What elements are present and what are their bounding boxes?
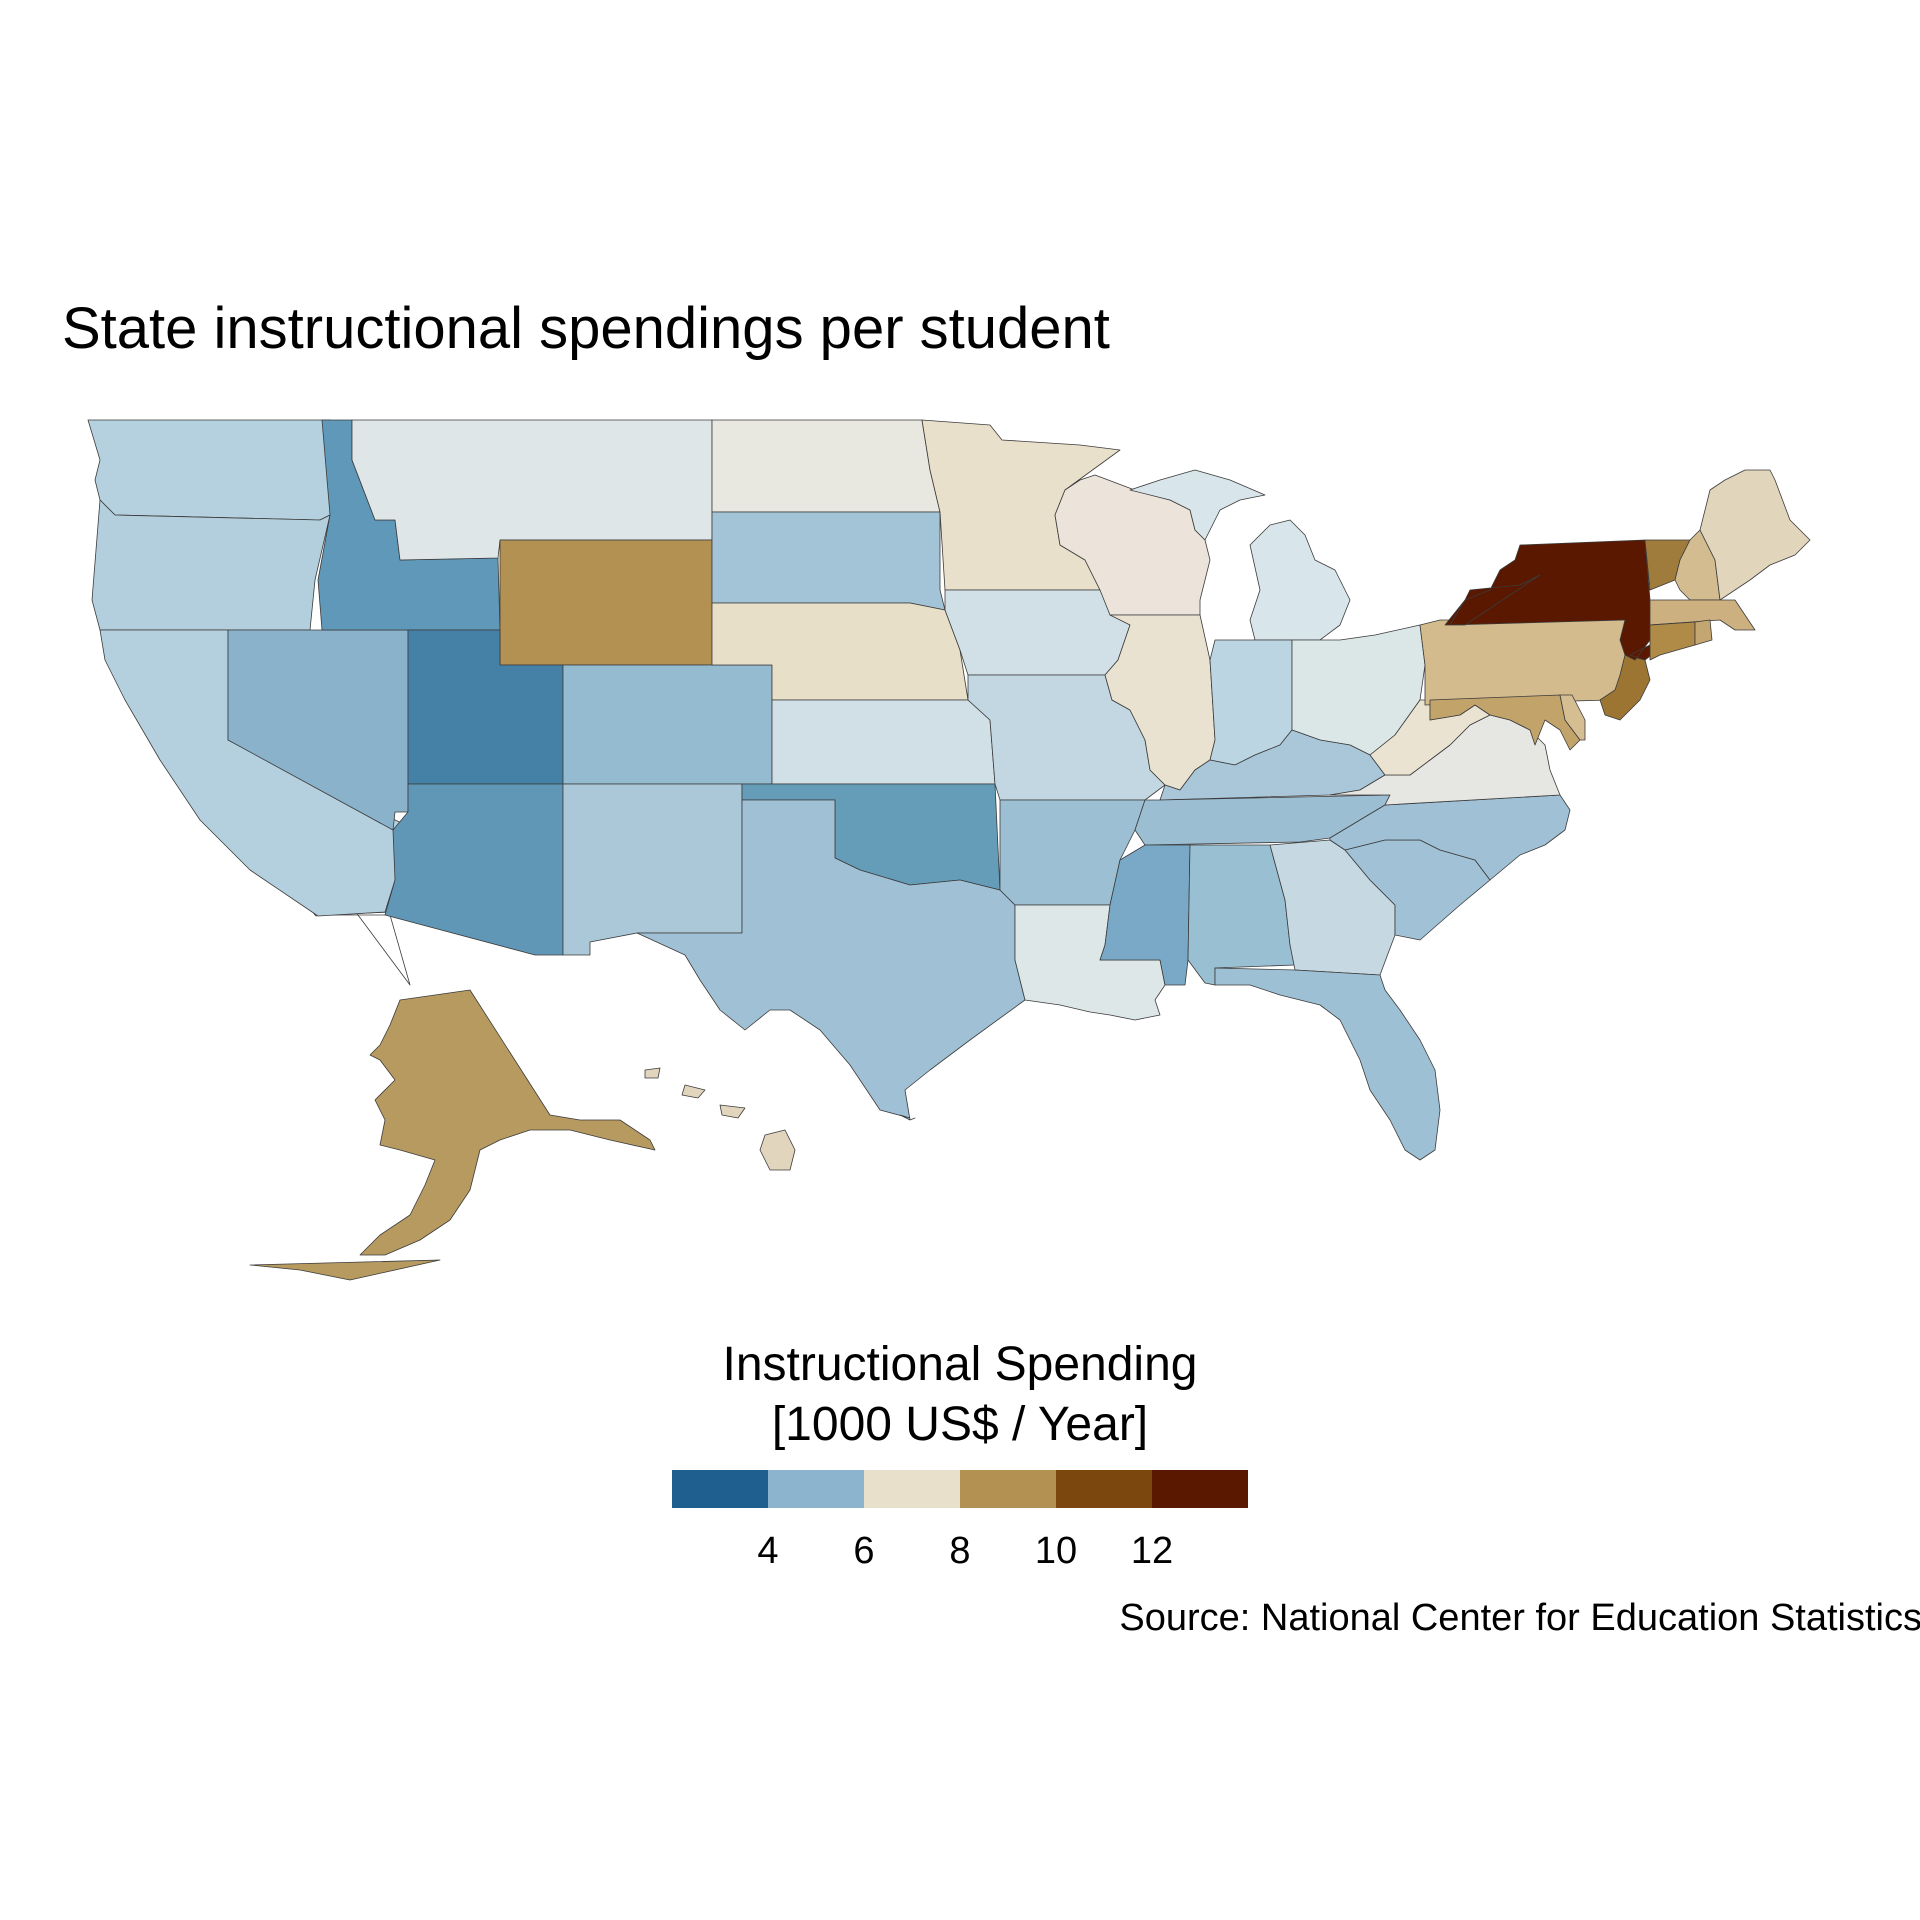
legend-swatch-0: [672, 1470, 768, 1508]
state-rhode-island[interactable]: Rhode Island: [1694, 619, 1713, 646]
legend-title-line2: [1000 US$ / Year]: [771, 1398, 1149, 1451]
legend-tick-10: 10: [1034, 1530, 1078, 1572]
legend-swatch-3: [960, 1470, 1056, 1508]
state-oregon[interactable]: Oregon: [91, 499, 331, 631]
map-title: State instructional spendings per studen…: [62, 296, 1110, 361]
legend-color-bar: [672, 1470, 1248, 1508]
state-iowa[interactable]: Iowa: [944, 589, 1131, 676]
state-kentucky[interactable]: Kentucky: [1159, 729, 1386, 801]
legend-swatch-5: [1152, 1470, 1248, 1508]
state-kansas[interactable]: Kansas: [771, 699, 996, 785]
state-wisconsin[interactable]: Wisconsin: [1054, 474, 1211, 616]
state-north-dakota[interactable]: North Dakota: [711, 419, 941, 513]
legend-swatch-2: [864, 1470, 960, 1508]
legend-tick-8: 8: [949, 1530, 971, 1572]
legend-tick-12: 12: [1130, 1530, 1174, 1572]
legend-tick-labels: 4 6 8 10 12: [672, 1530, 1248, 1580]
states-layer: Washington Oregon California Nevada Idah…: [87, 419, 1811, 1281]
state-texas[interactable]: Texas: [636, 799, 1026, 1121]
state-montana[interactable]: Montana: [351, 419, 713, 561]
state-delaware[interactable]: Delaware: [1559, 694, 1586, 741]
state-florida[interactable]: Florida: [1214, 967, 1441, 1161]
source-caption: Source: National Center for Education St…: [1119, 1597, 1920, 1639]
legend-swatch-1: [768, 1470, 864, 1508]
state-connecticut[interactable]: Connecticut: [1649, 621, 1696, 661]
state-colorado[interactable]: Colorado: [562, 664, 773, 785]
state-maine[interactable]: Maine: [1699, 469, 1811, 601]
state-michigan[interactable]: Michigan: [1129, 469, 1351, 641]
state-hawaii[interactable]: Hawaii: [644, 1067, 796, 1171]
state-wyoming[interactable]: Wyoming: [499, 539, 713, 666]
legend-title: Instructional Spending [1000 US$ / Year]: [640, 1335, 1280, 1455]
state-south-dakota[interactable]: South Dakota: [711, 511, 946, 611]
legend-tick-6: 6: [853, 1530, 875, 1572]
state-pennsylvania[interactable]: Pennsylvania: [1419, 619, 1641, 706]
state-arizona[interactable]: Arizona: [384, 783, 564, 956]
state-alaska[interactable]: Alaska: [249, 989, 656, 1281]
state-new-jersey[interactable]: New Jersey: [1599, 654, 1651, 721]
legend-swatch-4: [1056, 1470, 1152, 1508]
state-new-mexico[interactable]: New Mexico: [562, 783, 743, 956]
legend-tick-4: 4: [757, 1530, 779, 1572]
legend-title-line1: Instructional Spending: [722, 1338, 1198, 1391]
state-washington[interactable]: Washington: [87, 419, 331, 521]
